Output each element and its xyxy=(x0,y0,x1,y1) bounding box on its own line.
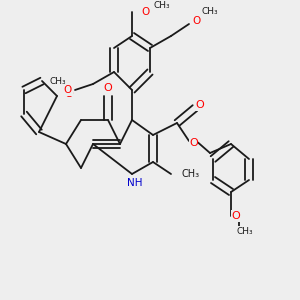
Text: CH₃: CH₃ xyxy=(236,226,253,236)
Text: O: O xyxy=(103,83,112,94)
Text: O: O xyxy=(231,211,240,221)
Text: CH₃: CH₃ xyxy=(153,2,169,10)
Text: O: O xyxy=(141,7,149,17)
Text: O: O xyxy=(195,100,204,110)
Text: CH₃: CH₃ xyxy=(182,169,200,179)
Text: O: O xyxy=(64,85,72,95)
Text: NH: NH xyxy=(127,178,143,188)
Text: CH₃: CH₃ xyxy=(201,8,217,16)
Text: CH₃: CH₃ xyxy=(50,76,66,85)
Text: O: O xyxy=(64,89,73,100)
Text: O: O xyxy=(189,137,198,148)
Text: O: O xyxy=(192,16,200,26)
